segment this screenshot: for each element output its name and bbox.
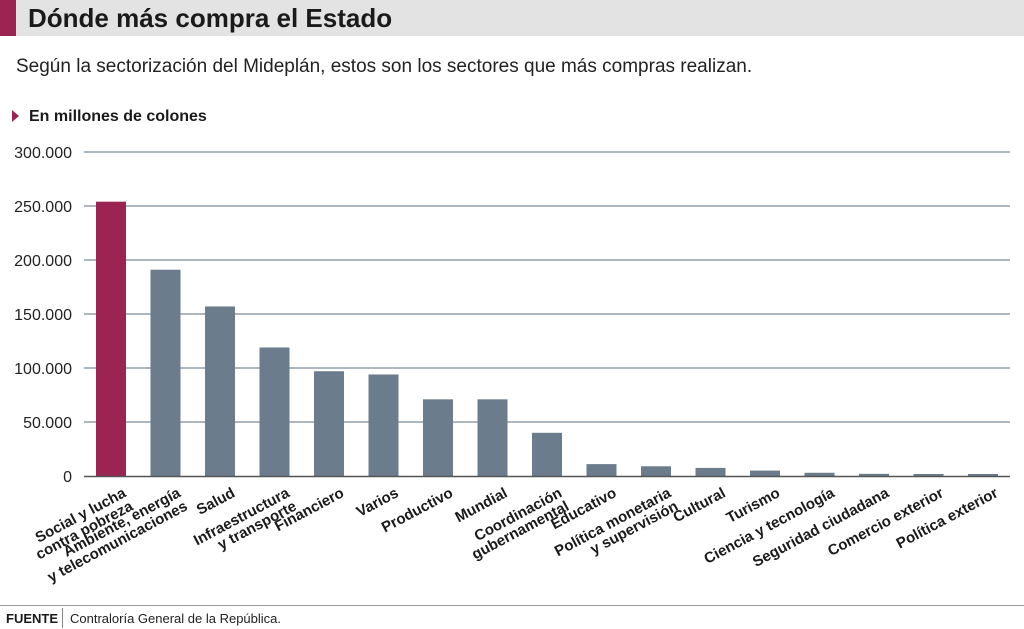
bar [804,472,835,476]
source-divider [62,608,63,628]
y-tick-label: 100.000 [14,361,72,378]
source-label: FUENTE [6,611,58,626]
bar [532,432,562,476]
chart-subtitle: Según la sectorización del Mideplán, est… [16,56,753,77]
unit-label: En millones de colones [12,108,207,126]
bar [96,201,126,476]
y-tick-label: 50.000 [23,415,72,432]
y-tick-label: 300.000 [14,145,72,162]
bar [423,399,453,476]
y-tick-label: 200.000 [14,253,72,270]
bar [859,473,889,476]
bar [314,371,344,476]
y-tick-label: 150.000 [14,307,72,324]
bar [205,306,235,476]
chart-title: Dónde más compra el Estado [28,3,393,33]
title-accent [0,0,16,36]
bar [150,269,181,476]
triangle-marker-icon [12,110,19,122]
footer-rule [0,605,1024,606]
bar [913,474,944,476]
bar [259,347,290,476]
source-text: Contraloría General de la República. [70,611,282,626]
bar [368,374,399,476]
x-tick-label-line: Cultural [670,485,728,527]
title-bar [0,0,1024,36]
bar [641,466,671,476]
bar [586,464,617,476]
bar-chart: 0 50.000 100.000 150.000 200.000 250.000 300.0… [14,145,1010,586]
unit-label-text: En millones de colones [29,108,207,125]
bar [750,470,780,476]
bar [477,399,508,476]
y-tick-label: 250.000 [14,199,72,216]
x-tick-label: Cultural [670,485,728,527]
bar [968,474,998,476]
y-tick-label: 0 [63,469,72,486]
bar [695,467,726,476]
